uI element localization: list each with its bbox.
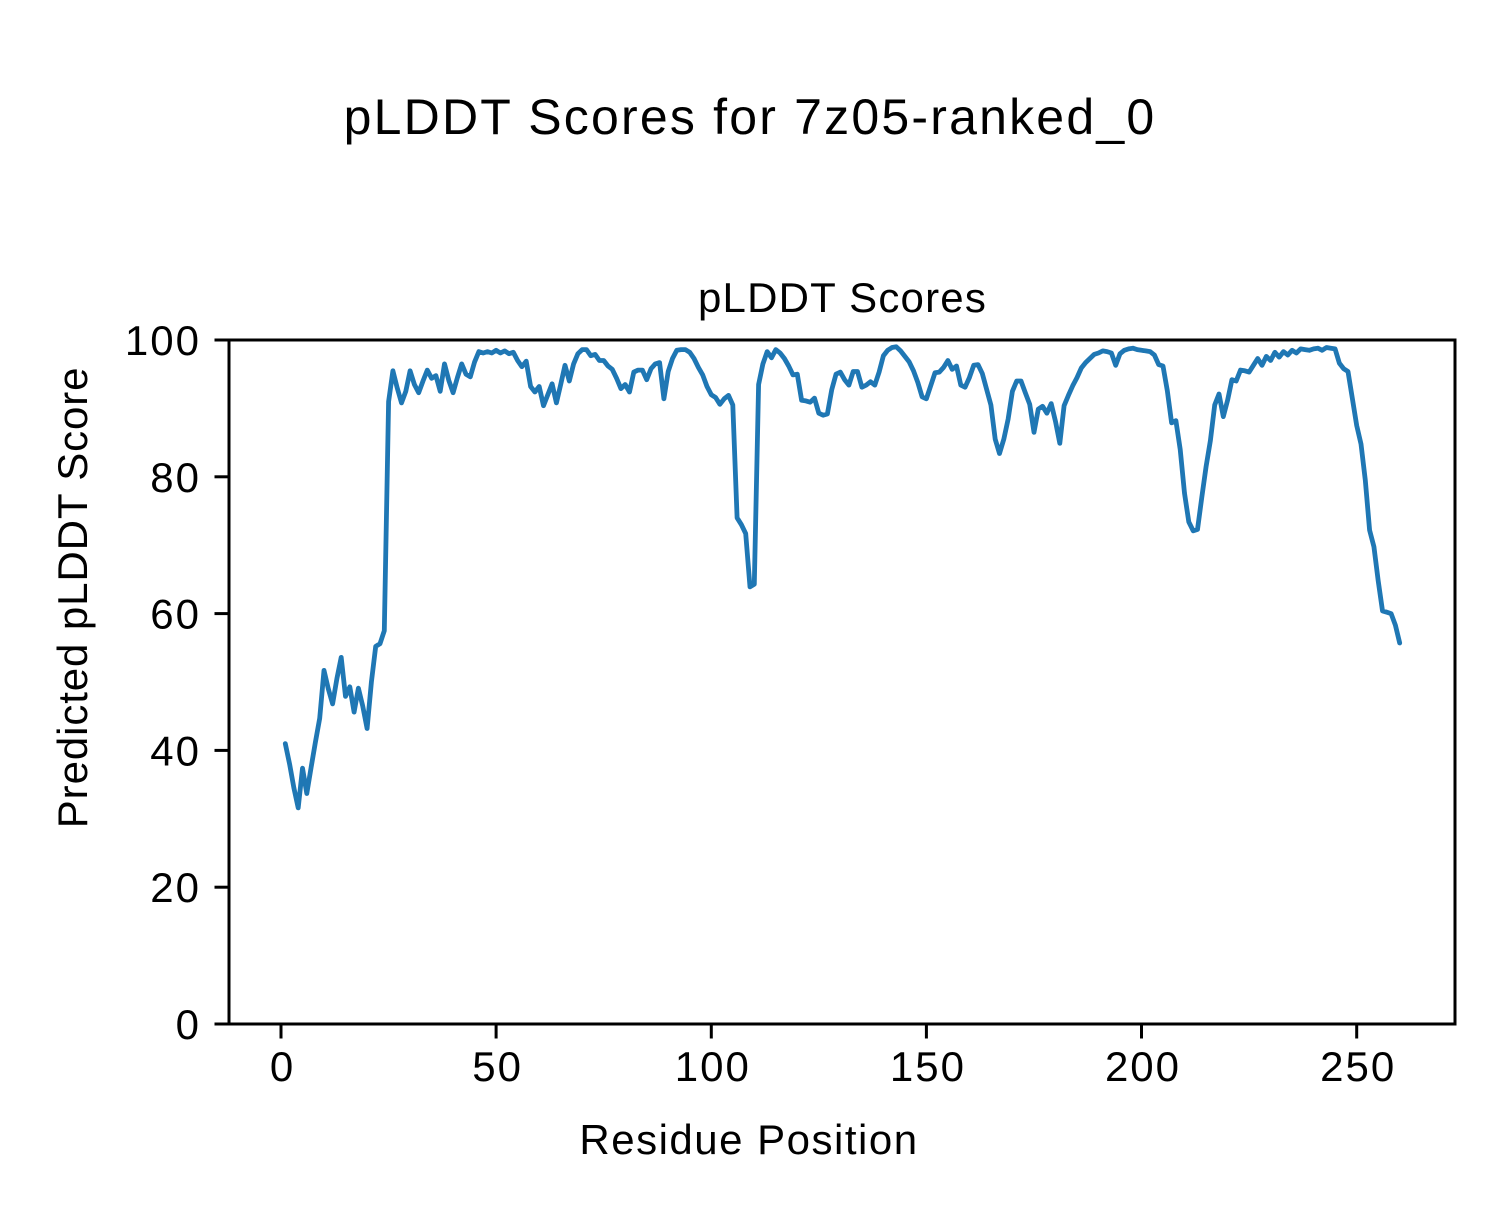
svg-text:pLDDT Scores: pLDDT Scores (698, 274, 987, 321)
svg-text:40: 40 (150, 727, 201, 774)
svg-text:80: 80 (150, 454, 201, 501)
svg-text:60: 60 (150, 591, 201, 638)
svg-text:100: 100 (675, 1043, 751, 1090)
svg-text:50: 50 (472, 1043, 523, 1090)
svg-text:100: 100 (125, 317, 201, 364)
svg-text:0: 0 (176, 1001, 201, 1048)
svg-text:Predicted pLDDT Score: Predicted pLDDT Score (49, 367, 96, 829)
svg-text:0: 0 (270, 1043, 295, 1090)
svg-text:200: 200 (1105, 1043, 1181, 1090)
svg-text:pLDDT Scores for 7z05-ranked_0: pLDDT Scores for 7z05-ranked_0 (344, 89, 1157, 145)
svg-text:20: 20 (150, 864, 201, 911)
svg-text:250: 250 (1320, 1043, 1396, 1090)
svg-text:150: 150 (890, 1043, 966, 1090)
svg-text:Residue Position: Residue Position (579, 1116, 918, 1163)
